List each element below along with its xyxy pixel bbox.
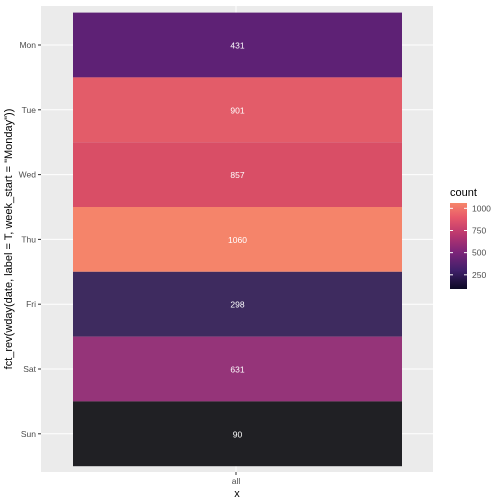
- heatmap-tile: [73, 207, 402, 272]
- tile-value-label: 431: [230, 41, 244, 51]
- y-tick-label: Thu: [21, 234, 36, 244]
- tile-value-label: 901: [230, 105, 244, 115]
- heatmap-tile: [73, 142, 402, 207]
- heatmap-tile: [73, 77, 402, 143]
- y-axis-title: fct_rev(wday(date, label = T, week_start…: [3, 109, 15, 370]
- tile-value-label: 90: [233, 429, 243, 439]
- y-tick-label: Wed: [19, 170, 37, 180]
- tile-value-label: 631: [230, 365, 244, 375]
- heatmap-tile: [73, 336, 402, 402]
- legend-title: count: [450, 187, 477, 199]
- y-tick-label: Sat: [23, 364, 36, 374]
- tile-value-labels: 431 901 857 1060 298 631 90: [228, 41, 247, 440]
- legend-ticks: 250 500 750 1000: [450, 203, 491, 280]
- y-tick-label: Sun: [21, 429, 36, 439]
- legend-colorbar: [450, 203, 467, 289]
- heatmap-tile: [73, 401, 402, 467]
- color-legend: count 250 500 750 1000: [450, 187, 491, 289]
- y-tick-label: Mon: [19, 40, 36, 50]
- y-tick-label: Tue: [22, 105, 37, 115]
- tile-value-label: 298: [230, 300, 244, 310]
- y-tick-label: Fri: [26, 299, 36, 309]
- legend-tick-label: 750: [472, 225, 486, 235]
- x-tick-label: all: [232, 476, 241, 486]
- y-axis: Mon Tue Wed Thu Fri Sat Sun: [19, 40, 41, 439]
- heatmap-tile: [73, 12, 402, 78]
- legend-tick-label: 1000: [472, 203, 491, 213]
- tile-value-label: 1060: [228, 235, 247, 245]
- x-axis: all: [232, 472, 241, 486]
- heatmap-tile: [73, 271, 402, 337]
- heatmap-tiles: [73, 12, 402, 467]
- x-axis-title: x: [234, 488, 240, 500]
- legend-tick-label: 500: [472, 248, 486, 258]
- tile-value-label: 857: [230, 170, 244, 180]
- legend-tick-label: 250: [472, 270, 486, 280]
